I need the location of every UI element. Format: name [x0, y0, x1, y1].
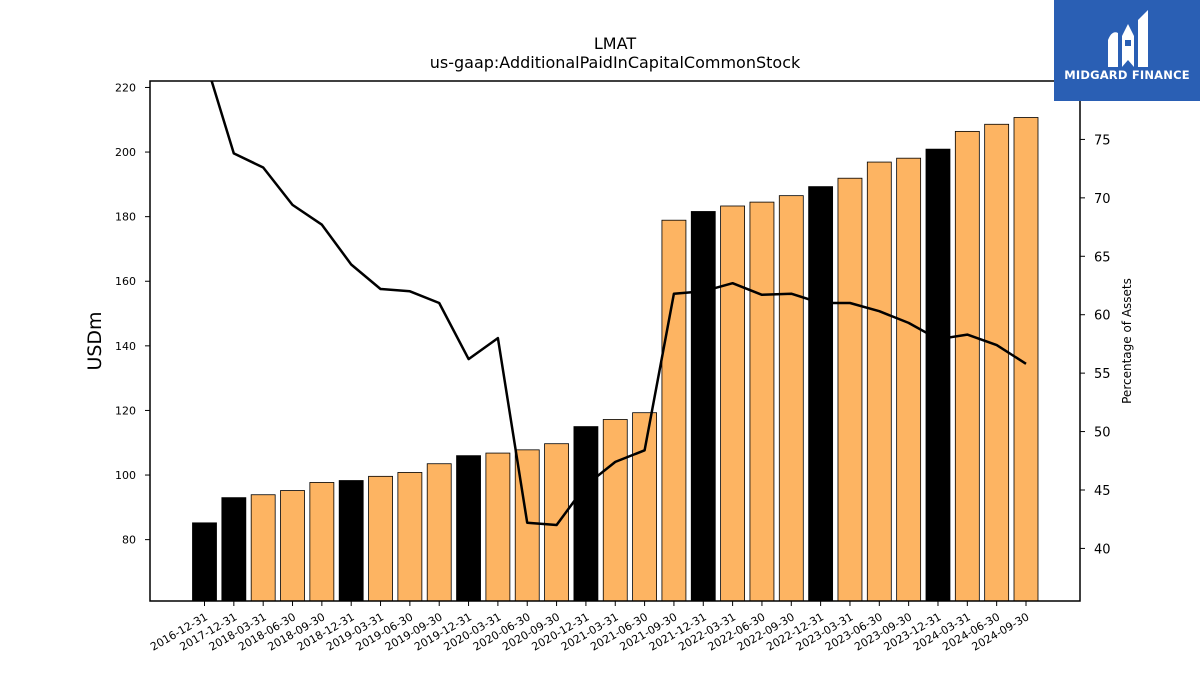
y-tick-label: 180 [115, 211, 136, 224]
y-tick-label: 80 [122, 534, 136, 547]
y-tick-label: 220 [115, 81, 136, 94]
bar-2020-09-30 [544, 443, 569, 602]
y2-tick-label: 55 [1094, 367, 1111, 382]
bar-2021-06-30 [632, 412, 657, 602]
brand-name: MIDGARD FINANCE [1064, 68, 1190, 82]
bar-2018-09-30 [309, 482, 335, 602]
bar-2023-09-30 [896, 157, 922, 602]
y2-tick-label: 45 [1094, 484, 1111, 499]
y2-axis-label: Percentage of Assets [1120, 278, 1134, 404]
y-axis-label: USDm [84, 311, 106, 370]
bar-2017-12-31 [221, 497, 247, 602]
bar-2021-03-31 [602, 419, 628, 602]
y2-tick-label: 40 [1094, 542, 1111, 557]
bar-2022-12-31 [808, 186, 834, 602]
brand-mark-icon [1108, 10, 1148, 67]
y2-tick-label: 60 [1094, 309, 1111, 324]
bar-2022-09-30 [778, 195, 804, 602]
brand-logo: MIDGARD FINANCE [1054, 0, 1200, 101]
bar-2020-03-31 [485, 452, 511, 602]
bar-2023-06-30 [866, 161, 892, 602]
chart-title: LMAT [594, 34, 636, 53]
bar-2018-12-31 [338, 480, 364, 602]
percentage-of-assets-line [210, 81, 1027, 527]
y-tick-label: 200 [115, 146, 136, 159]
y2-tick-label: 75 [1094, 133, 1111, 148]
bar-2024-06-30 [984, 123, 1010, 602]
bar-2021-12-31 [690, 211, 716, 602]
bar-2019-09-30 [426, 463, 452, 602]
bar-2022-06-30 [749, 201, 775, 602]
bar-2018-06-30 [280, 490, 305, 602]
y-tick-label: 140 [115, 340, 136, 353]
bar-2020-12-31 [573, 426, 599, 602]
bar-2018-03-31 [250, 494, 276, 602]
bar-2024-03-31 [954, 130, 980, 602]
bar-2019-12-31 [456, 455, 481, 602]
y2-tick-label: 50 [1094, 426, 1111, 441]
bar-2023-03-31 [837, 177, 863, 602]
bar-2022-03-31 [720, 205, 746, 602]
bar-2023-12-31 [925, 148, 951, 602]
y-tick-label: 100 [115, 469, 136, 482]
bar-2016-12-31 [192, 522, 217, 602]
bar-2019-06-30 [397, 472, 423, 602]
y-tick-label: 160 [115, 275, 136, 288]
bar-2021-09-30 [661, 219, 687, 602]
y2-tick-label: 65 [1094, 250, 1111, 265]
bar-2019-03-31 [368, 475, 393, 602]
y-tick-label: 120 [115, 404, 136, 417]
chart-subtitle: us-gaap:AdditionalPaidInCapitalCommonSto… [430, 53, 801, 72]
y2-tick-label: 70 [1094, 192, 1111, 207]
